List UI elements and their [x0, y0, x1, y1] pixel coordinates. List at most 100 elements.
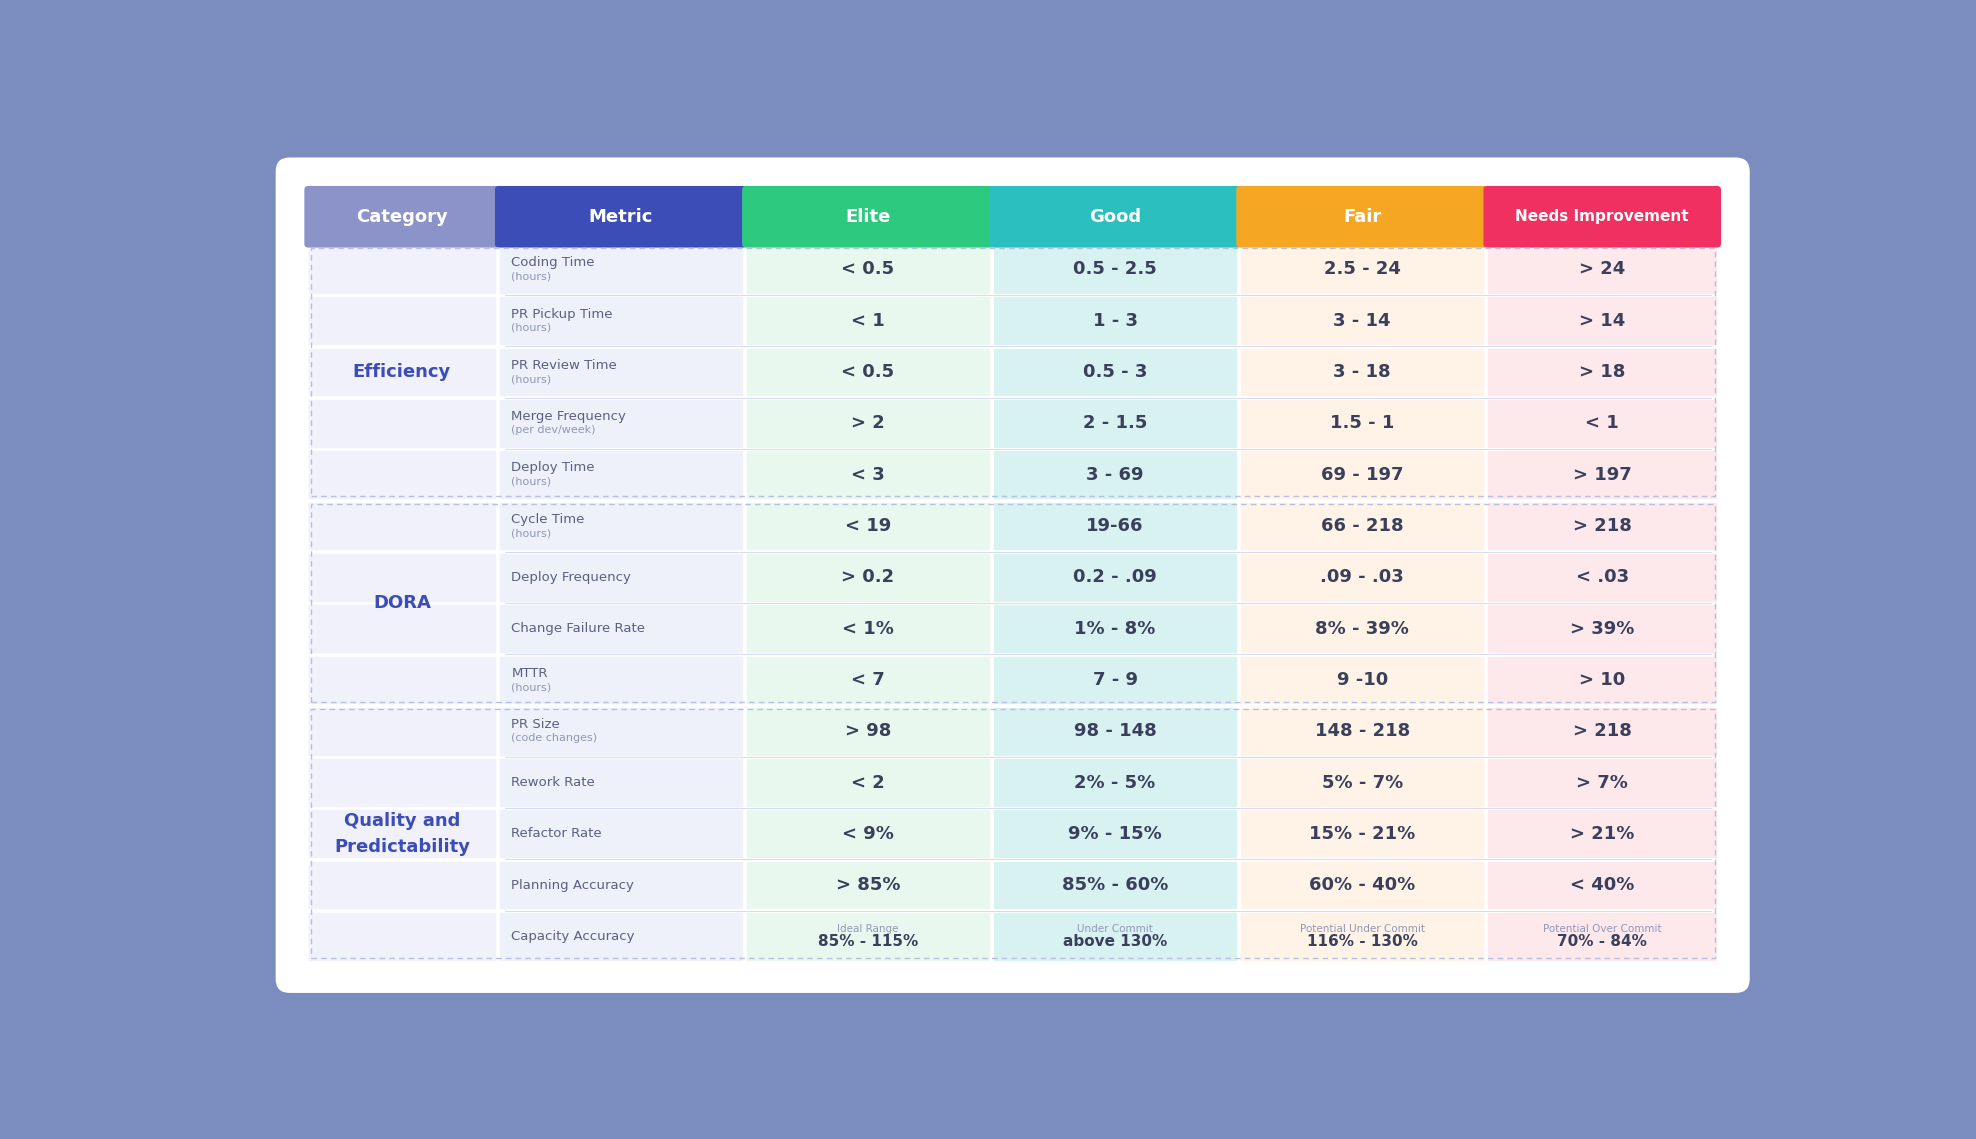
Bar [994, 913, 1237, 960]
Bar [994, 297, 1237, 344]
Text: < 40%: < 40% [1571, 876, 1634, 894]
Text: > 218: > 218 [1573, 722, 1632, 740]
Text: Ideal Range: Ideal Range [838, 924, 899, 934]
Text: above 130%: above 130% [1063, 934, 1168, 949]
Text: 1 - 3: 1 - 3 [1093, 312, 1138, 329]
Bar [1488, 502, 1717, 549]
Bar [1241, 605, 1484, 652]
Bar [1488, 656, 1717, 703]
Bar [308, 862, 494, 909]
Bar [500, 246, 743, 293]
Text: Elite: Elite [846, 207, 891, 226]
Bar [308, 400, 494, 446]
Bar [308, 811, 494, 858]
Text: < 1: < 1 [852, 312, 885, 329]
Bar [500, 862, 743, 909]
Text: Capacity Accuracy: Capacity Accuracy [512, 929, 634, 943]
Text: > 2: > 2 [852, 415, 885, 433]
Bar [747, 349, 990, 395]
Text: 85% - 115%: 85% - 115% [818, 934, 919, 949]
Bar [1241, 811, 1484, 858]
Bar [500, 502, 743, 549]
Text: Coding Time: Coding Time [512, 256, 595, 269]
Text: 0.2 - .09: 0.2 - .09 [1073, 568, 1158, 587]
Bar [1488, 605, 1717, 652]
Bar [1488, 862, 1717, 909]
FancyBboxPatch shape [1237, 186, 1488, 247]
FancyBboxPatch shape [1484, 186, 1721, 247]
Bar [308, 297, 494, 344]
Text: > 197: > 197 [1573, 466, 1632, 484]
Text: Refactor Rate: Refactor Rate [512, 827, 603, 841]
Text: 2.5 - 24: 2.5 - 24 [1324, 261, 1401, 278]
Bar [500, 400, 743, 446]
Bar [747, 862, 990, 909]
Bar [1241, 760, 1484, 806]
Text: < 2: < 2 [852, 773, 885, 792]
Text: (hours): (hours) [512, 271, 551, 281]
Bar [310, 505, 1715, 702]
Bar [308, 760, 494, 806]
Bar [500, 297, 743, 344]
Text: 60% - 40%: 60% - 40% [1308, 876, 1415, 894]
Bar [747, 246, 990, 293]
Text: Change Failure Rate: Change Failure Rate [512, 622, 646, 636]
Bar [500, 811, 743, 858]
Text: Quality and
Predictability: Quality and Predictability [334, 812, 470, 857]
Bar [1241, 349, 1484, 395]
Bar [1488, 913, 1717, 960]
Text: Needs Improvement: Needs Improvement [1516, 210, 1689, 224]
Text: 148 - 218: 148 - 218 [1314, 722, 1409, 740]
Text: < 3: < 3 [852, 466, 885, 484]
Bar [994, 400, 1237, 446]
Bar [308, 246, 494, 293]
Bar [308, 502, 494, 549]
FancyBboxPatch shape [494, 186, 747, 247]
Bar [500, 760, 743, 806]
FancyBboxPatch shape [304, 186, 500, 247]
FancyBboxPatch shape [743, 186, 994, 247]
Bar [1241, 297, 1484, 344]
Text: .09 - .03: .09 - .03 [1320, 568, 1405, 587]
Bar [747, 502, 990, 549]
Bar [1488, 451, 1717, 498]
Text: < 9%: < 9% [842, 825, 893, 843]
Text: > 7%: > 7% [1577, 773, 1628, 792]
Text: Potential Under Commit: Potential Under Commit [1300, 924, 1425, 934]
Text: Potential Over Commit: Potential Over Commit [1543, 924, 1662, 934]
Text: < 7: < 7 [852, 671, 885, 689]
Text: 2% - 5%: 2% - 5% [1075, 773, 1156, 792]
Bar [994, 760, 1237, 806]
Text: Fair: Fair [1344, 207, 1381, 226]
Bar [994, 554, 1237, 600]
Text: > 39%: > 39% [1571, 620, 1634, 638]
Text: 0.5 - 3: 0.5 - 3 [1083, 363, 1148, 382]
Text: > 10: > 10 [1579, 671, 1626, 689]
Text: > 218: > 218 [1573, 517, 1632, 535]
Bar [1488, 400, 1717, 446]
Bar [500, 913, 743, 960]
Text: 5% - 7%: 5% - 7% [1322, 773, 1403, 792]
Text: 3 - 14: 3 - 14 [1334, 312, 1391, 329]
Text: Rework Rate: Rework Rate [512, 776, 595, 789]
Bar [310, 247, 1715, 497]
Bar [994, 862, 1237, 909]
Bar [747, 297, 990, 344]
Text: < 1: < 1 [1585, 415, 1618, 433]
Bar [1488, 707, 1717, 754]
Bar [994, 246, 1237, 293]
Text: < 1%: < 1% [842, 620, 893, 638]
Bar [1241, 451, 1484, 498]
Bar [994, 656, 1237, 703]
Bar [994, 451, 1237, 498]
Text: 1.5 - 1: 1.5 - 1 [1330, 415, 1395, 433]
Bar [1241, 554, 1484, 600]
Bar [500, 605, 743, 652]
Text: > 14: > 14 [1579, 312, 1626, 329]
Text: Under Commit: Under Commit [1077, 924, 1154, 934]
Bar [747, 605, 990, 652]
Text: 1% - 8%: 1% - 8% [1075, 620, 1156, 638]
Text: 69 - 197: 69 - 197 [1320, 466, 1403, 484]
Bar [308, 554, 494, 600]
Text: 19-66: 19-66 [1087, 517, 1144, 535]
